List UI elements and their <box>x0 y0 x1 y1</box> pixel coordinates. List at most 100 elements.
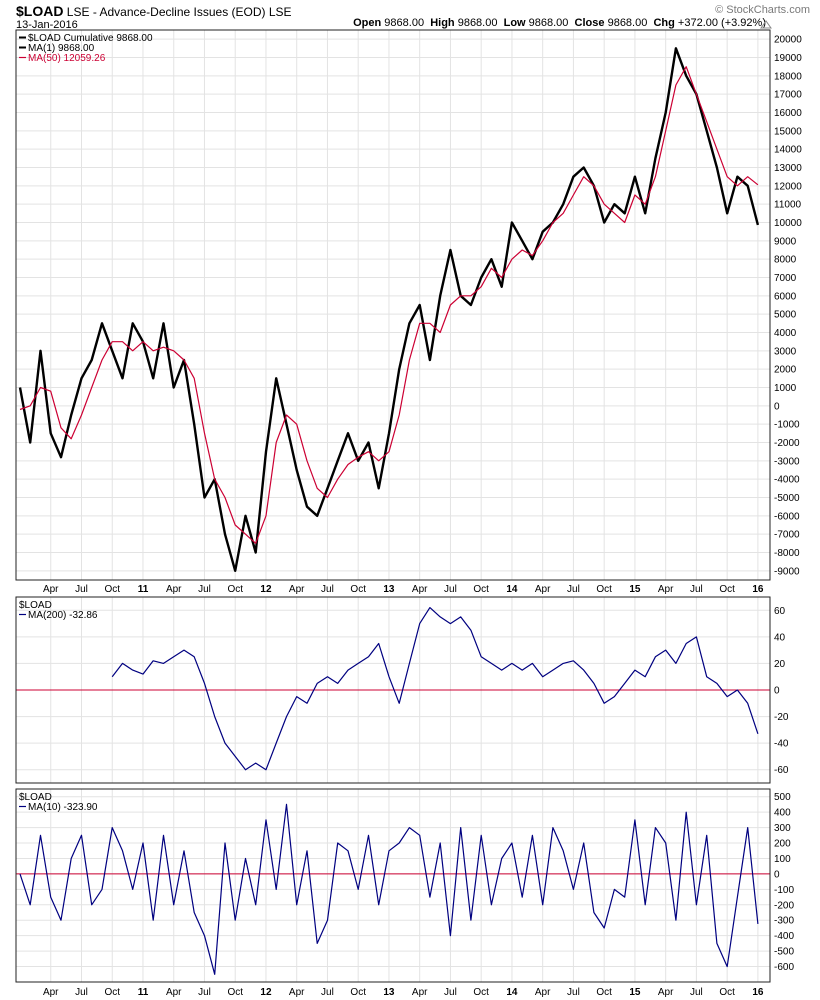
open-label: Open <box>353 17 382 29</box>
legend-entry: MA(200) -32.86 <box>28 610 98 621</box>
chart-date: 13-Jan-2016 <box>16 19 78 31</box>
y-tick-label: -5000 <box>774 493 800 504</box>
y-tick-label: 500 <box>774 792 791 803</box>
symbol-label: $LOAD <box>16 3 64 19</box>
x-tick-label: Jul <box>198 987 211 998</box>
x-tick-label: 14 <box>506 987 518 998</box>
y-tick-label: 20 <box>774 659 786 670</box>
y-tick-label: -3000 <box>774 456 800 467</box>
y-tick-label: -1000 <box>774 420 800 431</box>
y-tick-label: -9000 <box>774 566 800 577</box>
y-tick-label: 400 <box>774 808 791 819</box>
y-tick-label: -300 <box>774 916 794 927</box>
legend-entry: $LOAD <box>19 792 52 803</box>
y-tick-label: 12000 <box>774 181 802 192</box>
chart-title: $LOAD LSE - Advance-Decline Issues (EOD)… <box>16 3 292 19</box>
x-tick-label: 11 <box>138 584 149 595</box>
y-tick-label: 17000 <box>774 90 802 101</box>
y-tick-label: 11000 <box>774 200 802 211</box>
x-tick-label: Apr <box>166 987 182 998</box>
open-value: 9868.00 <box>384 17 425 29</box>
x-tick-label: Oct <box>473 584 489 595</box>
y-tick-label: -8000 <box>774 548 800 559</box>
y-tick-label: 4000 <box>774 328 797 339</box>
close-value: 9868.00 <box>607 17 648 29</box>
x-tick-label: Apr <box>43 584 59 595</box>
x-tick-label: Apr <box>166 584 182 595</box>
y-tick-label: 0 <box>774 869 780 880</box>
x-tick-label: Apr <box>535 584 551 595</box>
x-tick-label: Oct <box>227 584 243 595</box>
x-tick-label: Apr <box>658 987 674 998</box>
x-tick-label: 16 <box>752 584 764 595</box>
y-tick-label: 9000 <box>774 236 797 247</box>
x-tick-label: Apr <box>43 987 59 998</box>
y-tick-label: 7000 <box>774 273 797 284</box>
close-label: Close <box>574 17 605 29</box>
x-tick-label: 12 <box>260 987 272 998</box>
x-tick-label: Oct <box>104 584 120 595</box>
panel-border <box>15 596 771 784</box>
x-tick-label: Jul <box>567 987 580 998</box>
x-tick-label: Oct <box>719 987 735 998</box>
y-tick-label: 3000 <box>774 346 797 357</box>
y-tick-label: 18000 <box>774 71 802 82</box>
y-tick-label: 19000 <box>774 53 802 64</box>
x-tick-label: Jul <box>567 584 580 595</box>
x-tick-label: 14 <box>506 584 518 595</box>
y-tick-label: -60 <box>774 765 789 776</box>
y-tick-label: 0 <box>774 401 780 412</box>
y-tick-label: 2000 <box>774 365 797 376</box>
x-tick-label: Apr <box>658 584 674 595</box>
up-triangle-icon <box>760 20 772 29</box>
y-tick-label: -6000 <box>774 511 800 522</box>
x-tick-label: Jul <box>75 584 88 595</box>
y-tick-label: -100 <box>774 885 794 896</box>
x-tick-label: Oct <box>596 987 612 998</box>
y-tick-label: 100 <box>774 854 791 865</box>
x-tick-label: Oct <box>350 584 366 595</box>
series-line-ma-200- <box>111 606 759 771</box>
x-tick-label: Apr <box>535 987 551 998</box>
x-tick-label: 15 <box>629 987 641 998</box>
legend-entry: MA(50) 12059.26 <box>28 53 106 64</box>
y-tick-label: -600 <box>774 962 794 973</box>
x-tick-label: Oct <box>350 987 366 998</box>
x-tick-label: Jul <box>198 584 211 595</box>
x-tick-label: 13 <box>383 584 395 595</box>
x-tick-label: Oct <box>596 584 612 595</box>
x-tick-label: Oct <box>473 987 489 998</box>
y-tick-label: 1000 <box>774 383 797 394</box>
y-tick-label: 16000 <box>774 108 802 119</box>
x-tick-label: 11 <box>138 987 149 998</box>
series-line-ma-10- <box>19 803 759 975</box>
y-tick-label: -40 <box>774 739 789 750</box>
low-value: 9868.00 <box>528 17 569 29</box>
y-tick-label: 0 <box>774 686 780 697</box>
x-tick-label: Jul <box>444 584 457 595</box>
y-tick-label: -20 <box>774 712 789 723</box>
legend-entry: $LOAD Cumulative 9868.00 <box>28 33 153 44</box>
x-tick-label: Apr <box>289 987 305 998</box>
x-tick-label: Jul <box>444 987 457 998</box>
y-tick-label: 5000 <box>774 310 797 321</box>
chg-value: +372.00 (+3.92%) <box>677 17 766 29</box>
y-tick-label: 60 <box>774 606 786 617</box>
x-tick-label: Jul <box>690 584 703 595</box>
panel-border <box>15 788 771 983</box>
y-tick-label: 6000 <box>774 291 797 302</box>
x-tick-label: 12 <box>260 584 272 595</box>
x-tick-label: Apr <box>412 987 428 998</box>
x-tick-label: 13 <box>383 987 395 998</box>
x-tick-label: Oct <box>719 584 735 595</box>
legend-entry: $LOAD <box>19 600 52 611</box>
chg-label: Chg <box>653 17 675 29</box>
y-tick-label: 14000 <box>774 145 802 156</box>
x-tick-label: Oct <box>227 987 243 998</box>
y-tick-label: 10000 <box>774 218 802 229</box>
legend-entry: MA(10) -323.90 <box>28 802 98 813</box>
y-tick-label: 15000 <box>774 126 802 137</box>
y-tick-label: -2000 <box>774 438 800 449</box>
y-tick-label: 40 <box>774 632 786 643</box>
